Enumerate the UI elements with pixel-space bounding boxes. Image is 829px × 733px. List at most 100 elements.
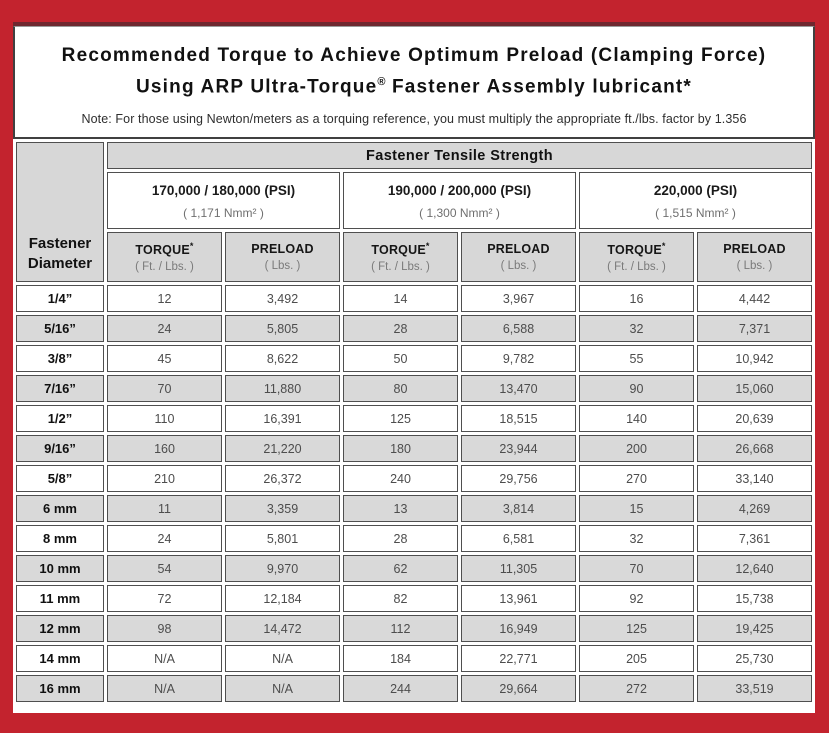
value-cell: 272 [579,675,694,702]
value-cell: 110 [107,405,222,432]
value-cell: 200 [579,435,694,462]
value-cell: 13,470 [461,375,576,402]
diameter-cell: 10 mm [16,555,104,582]
value-cell: 29,664 [461,675,576,702]
value-cell: N/A [107,645,222,672]
value-cell: 160 [107,435,222,462]
value-cell: 3,814 [461,495,576,522]
value-cell: 180 [343,435,458,462]
value-cell: 9,782 [461,345,576,372]
torque-table: Fastener Diameter Fastener Tensile Stren… [13,139,815,705]
table-row: 1/2” 110 16,391 125 18,515 140 20,639 [16,405,812,432]
value-cell: 11,305 [461,555,576,582]
value-cell: 14,472 [225,615,340,642]
diameter-cell: 3/8” [16,345,104,372]
value-cell: 7,361 [697,525,812,552]
table-row: 1/4” 12 3,492 14 3,967 16 4,442 [16,285,812,312]
diameter-cell: 12 mm [16,615,104,642]
preload-unit: ( Lbs. ) [736,260,773,272]
table-row: 3/8” 45 8,622 50 9,782 55 10,942 [16,345,812,372]
value-cell: 26,372 [225,465,340,492]
diameter-cell: 11 mm [16,585,104,612]
value-cell: 125 [343,405,458,432]
diameter-cell: 9/16” [16,435,104,462]
value-cell: 15 [579,495,694,522]
value-cell: 210 [107,465,222,492]
value-cell: 15,060 [697,375,812,402]
psi-group-2-nmm: ( 1,300 Nmm² ) [419,206,500,220]
table-row: 5/16” 24 5,805 28 6,588 32 7,371 [16,315,812,342]
diameter-cell: 8 mm [16,525,104,552]
value-cell: 16,949 [461,615,576,642]
value-cell: 8,622 [225,345,340,372]
value-cell: 20,639 [697,405,812,432]
value-cell: 240 [343,465,458,492]
tensile-header-row: Fastener Diameter Fastener Tensile Stren… [16,142,812,282]
value-cell: 18,515 [461,405,576,432]
value-cell: 29,756 [461,465,576,492]
value-cell: N/A [225,675,340,702]
value-cell: 32 [579,315,694,342]
diameter-cell: 5/8” [16,465,104,492]
value-cell: 125 [579,615,694,642]
psi-group-2-psi: 190,000 / 200,000 (PSI) [387,183,532,198]
value-cell: 62 [343,555,458,582]
diameter-cell: 5/16” [16,315,104,342]
value-cell: 21,220 [225,435,340,462]
diameter-cell: 16 mm [16,675,104,702]
value-cell: 12,184 [225,585,340,612]
value-cell: 3,967 [461,285,576,312]
torque-unit: ( Ft. / Lbs. ) [135,261,194,274]
value-cell: 5,805 [225,315,340,342]
psi-group-2-header: 190,000 / 200,000 (PSI) ( 1,300 Nmm² ) [343,172,576,229]
value-cell: 5,801 [225,525,340,552]
table-row: 8 mm 24 5,801 28 6,581 32 7,361 [16,525,812,552]
value-cell: 12,640 [697,555,812,582]
value-cell: 98 [107,615,222,642]
psi-group-1-psi: 170,000 / 180,000 (PSI) [151,183,296,198]
psi-group-3-header: 220,000 (PSI) ( 1,515 Nmm² ) [579,172,812,229]
psi-group-3-psi: 220,000 (PSI) [653,183,738,198]
value-cell: 270 [579,465,694,492]
psi-header-row: 170,000 / 180,000 (PSI) ( 1,171 Nmm² ) 1… [16,172,812,229]
value-cell: 13 [343,495,458,522]
value-cell: 16,391 [225,405,340,432]
torque-unit: ( Ft. / Lbs. ) [371,261,430,274]
value-cell: 13,961 [461,585,576,612]
value-cell: 10,942 [697,345,812,372]
value-cell: 28 [343,525,458,552]
value-cell: 90 [579,375,694,402]
value-cell: 14 [343,285,458,312]
psi-group-1-nmm: ( 1,171 Nmm² ) [183,206,264,220]
torque-header-1: TORQUE* ( Ft. / Lbs. ) [107,232,222,282]
content-area: Recommended Torque to Achieve Optimum Pr… [13,22,815,713]
torque-unit: ( Ft. / Lbs. ) [607,261,666,274]
value-cell: 140 [579,405,694,432]
diameter-cell: 6 mm [16,495,104,522]
value-cell: 15,738 [697,585,812,612]
value-cell: 244 [343,675,458,702]
value-cell: N/A [107,675,222,702]
value-cell: 6,581 [461,525,576,552]
torque-label: TORQUE* [371,240,430,258]
value-cell: 33,519 [697,675,812,702]
table-row: 7/16” 70 11,880 80 13,470 90 15,060 [16,375,812,402]
sub-header-row: TORQUE* ( Ft. / Lbs. ) PRELOAD ( Lbs. ) … [16,232,812,282]
value-cell: 25,730 [697,645,812,672]
preload-label: PRELOAD [723,242,786,256]
diameter-cell: 1/2” [16,405,104,432]
value-cell: 24 [107,315,222,342]
table-body: 1/4” 12 3,492 14 3,967 16 4,442 5/16” 24 5,805 28 6… [16,285,812,702]
preload-unit: ( Lbs. ) [264,260,301,272]
value-cell: 4,442 [697,285,812,312]
psi-group-3-nmm: ( 1,515 Nmm² ) [655,206,736,220]
value-cell: 28 [343,315,458,342]
value-cell: 26,668 [697,435,812,462]
value-cell: 33,140 [697,465,812,492]
value-cell: 3,359 [225,495,340,522]
value-cell: 54 [107,555,222,582]
preload-unit: ( Lbs. ) [500,260,537,272]
value-cell: 12 [107,285,222,312]
value-cell: 82 [343,585,458,612]
